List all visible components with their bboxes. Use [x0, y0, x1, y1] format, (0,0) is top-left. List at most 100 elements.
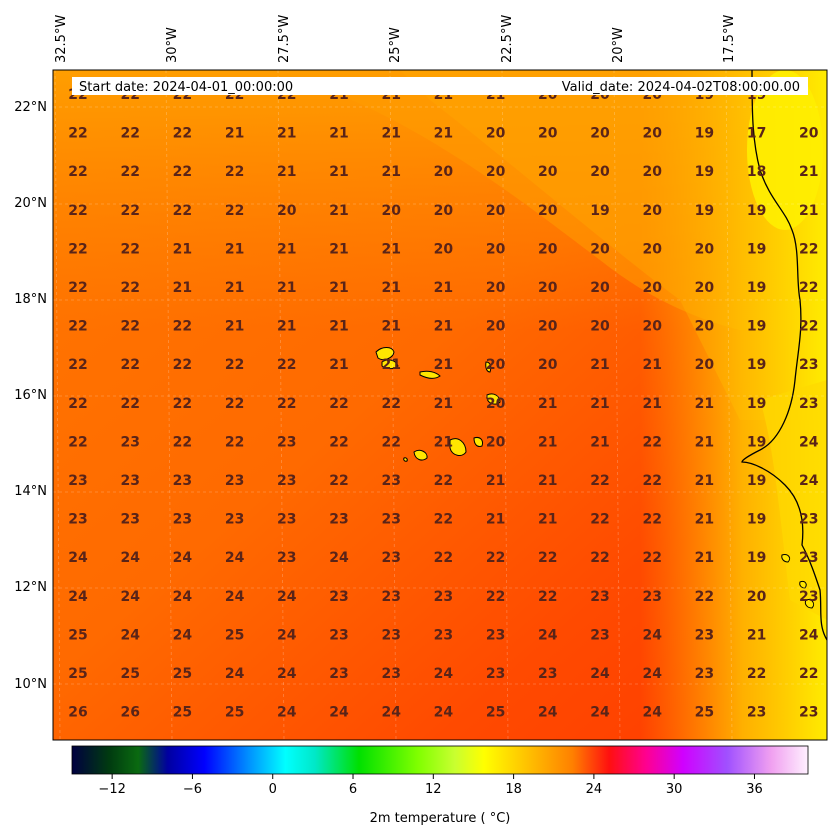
- temperature-value: 22: [120, 126, 139, 142]
- temperature-value: 19: [747, 280, 766, 296]
- temperature-value: 21: [434, 280, 453, 296]
- temperature-value: 22: [381, 396, 400, 412]
- temperature-value: 21: [695, 512, 714, 528]
- temperature-value: 21: [225, 126, 244, 142]
- temperature-value: 22: [642, 434, 661, 450]
- temperature-value: 21: [329, 319, 348, 335]
- temperature-value: 23: [381, 550, 400, 566]
- temperature-value: 23: [381, 473, 400, 489]
- temperature-value: 22: [68, 396, 87, 412]
- temperature-value: 22: [434, 473, 453, 489]
- temperature-value: 21: [329, 241, 348, 257]
- temperature-value: 21: [381, 164, 400, 180]
- temperature-value: 22: [277, 357, 296, 373]
- temperature-value: 23: [381, 589, 400, 605]
- colorbar-tick-label: 18: [505, 782, 522, 797]
- temperature-value: 23: [277, 550, 296, 566]
- start-date-label: Start date: 2024-04-01_00:00:00: [79, 80, 293, 95]
- temperature-value: 22: [68, 357, 87, 373]
- latitude-label: 18°N: [14, 292, 47, 307]
- temperature-value: 23: [120, 473, 139, 489]
- temperature-value: 24: [381, 705, 401, 721]
- temperature-value: 20: [695, 319, 715, 335]
- temperature-value: 24: [538, 705, 558, 721]
- temperature-value: 22: [120, 396, 139, 412]
- temperature-value: 24: [538, 627, 558, 643]
- temperature-value: 23: [799, 396, 818, 412]
- temperature-value: 23: [277, 473, 296, 489]
- temperature-value: 24: [120, 589, 140, 605]
- temperature-value: 23: [225, 512, 244, 528]
- temperature-value: 22: [590, 512, 609, 528]
- temperature-value: 21: [695, 550, 714, 566]
- temperature-value: 24: [277, 627, 297, 643]
- colorbar-tick-label: 24: [586, 782, 603, 797]
- temperature-value: 22: [173, 203, 192, 219]
- temperature-value: 20: [642, 280, 662, 296]
- temperature-value: 20: [642, 241, 662, 257]
- temperature-value: 24: [642, 666, 662, 682]
- colorbar-tick-label: 36: [746, 782, 763, 797]
- temperature-value: 20: [434, 164, 454, 180]
- temperature-value: 20: [486, 319, 506, 335]
- temperature-value: 21: [277, 126, 296, 142]
- temperature-value: 20: [538, 126, 558, 142]
- temperature-value: 21: [642, 357, 661, 373]
- temperature-value: 19: [747, 241, 766, 257]
- temperature-value: 23: [538, 666, 557, 682]
- temperature-value: 22: [173, 319, 192, 335]
- longitude-label: 25°W: [388, 27, 403, 63]
- temperature-value: 20: [381, 203, 401, 219]
- temperature-value: 22: [538, 550, 557, 566]
- temperature-value: 22: [120, 319, 139, 335]
- temperature-value: 25: [68, 666, 87, 682]
- temperature-value: 21: [381, 319, 400, 335]
- temperature-value: 24: [277, 589, 297, 605]
- temperature-value: 19: [590, 203, 609, 219]
- temperature-value: 20: [538, 319, 558, 335]
- latitude-label: 10°N: [14, 677, 47, 692]
- temperature-value: 26: [120, 705, 139, 721]
- temperature-value: 24: [68, 550, 88, 566]
- temperature-value: 22: [434, 550, 453, 566]
- temperature-value: 20: [695, 280, 715, 296]
- temperature-value: 22: [173, 434, 192, 450]
- temperature-value: 23: [590, 589, 609, 605]
- temperature-value: 22: [590, 473, 609, 489]
- temperature-value: 22: [695, 589, 714, 605]
- temperature-value: 22: [590, 550, 609, 566]
- temperature-value: 21: [799, 164, 818, 180]
- temperature-value: 22: [173, 357, 192, 373]
- temperature-value-grid: 22 22 22 22 22 21 21 21 21 20 20 20 19 19 22 22 22 21 21 21…: [68, 87, 819, 721]
- temperature-value: 22: [225, 396, 244, 412]
- temperature-value: 20: [590, 126, 610, 142]
- temperature-value: 19: [747, 434, 766, 450]
- temperature-value: 23: [799, 550, 818, 566]
- temperature-value: 22: [329, 473, 348, 489]
- temperature-value: 23: [120, 512, 139, 528]
- temperature-value: 22: [538, 589, 557, 605]
- latitude-label: 22°N: [14, 100, 47, 115]
- temperature-value: 21: [173, 280, 192, 296]
- temperature-value: 24: [173, 589, 193, 605]
- temperature-value: 23: [642, 589, 661, 605]
- temperature-value: 23: [68, 512, 87, 528]
- temperature-value: 23: [799, 589, 818, 605]
- temperature-value: 20: [434, 241, 454, 257]
- temperature-value: 20: [538, 241, 558, 257]
- temperature-value: 21: [225, 241, 244, 257]
- temperature-value: 20: [538, 357, 558, 373]
- temperature-value: 19: [747, 550, 766, 566]
- temperature-value: 20: [277, 203, 297, 219]
- temperature-value: 22: [225, 434, 244, 450]
- temperature-value: 23: [329, 627, 348, 643]
- temperature-value: 20: [486, 126, 506, 142]
- temperature-value: 25: [225, 627, 244, 643]
- temperature-value: 21: [538, 396, 557, 412]
- temperature-value: 22: [68, 126, 87, 142]
- temperature-value: 24: [434, 705, 454, 721]
- temperature-value: 20: [486, 203, 506, 219]
- temperature-value: 24: [642, 627, 662, 643]
- temperature-value: 22: [329, 396, 348, 412]
